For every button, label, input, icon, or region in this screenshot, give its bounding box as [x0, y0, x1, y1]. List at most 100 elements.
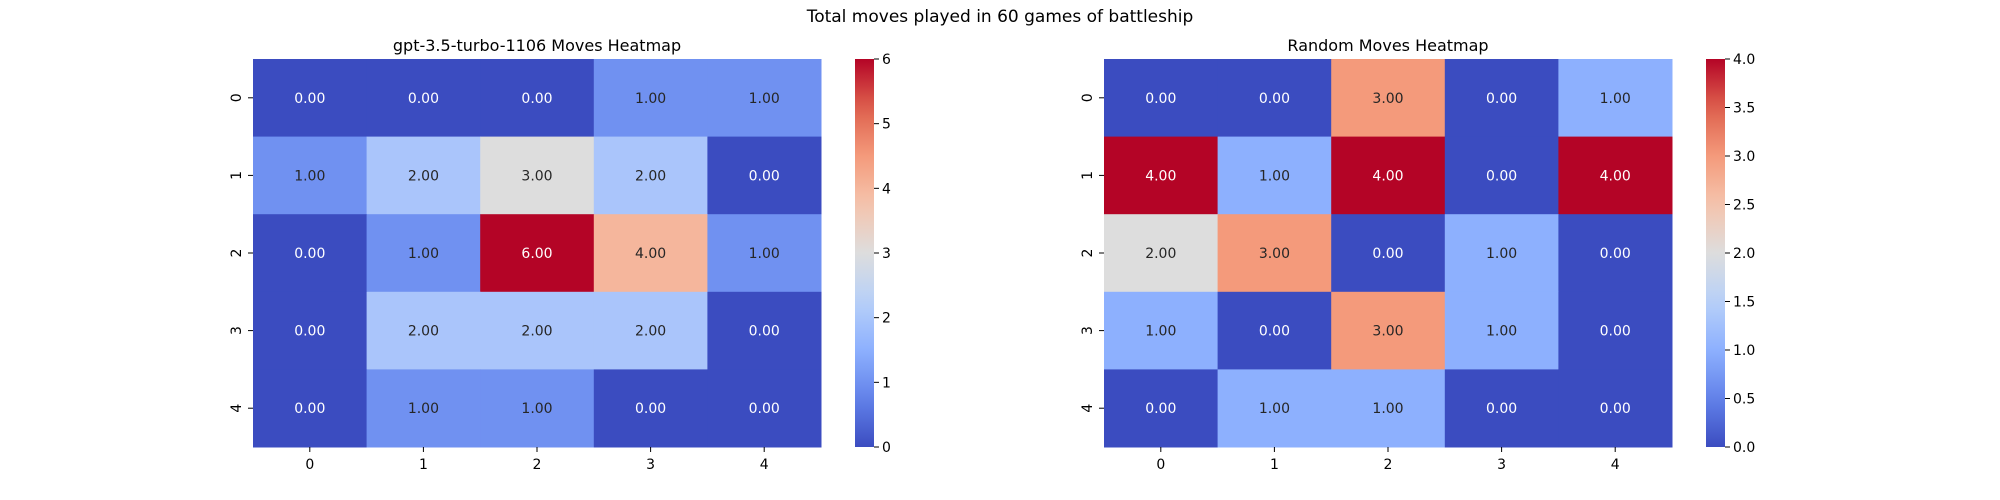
- cell-annotation: 0.00: [294, 324, 325, 340]
- heatmap-cell: [1558, 369, 1673, 448]
- y-tick-label: 4: [229, 404, 245, 413]
- heatmap-cell: [366, 291, 481, 370]
- cell-annotation: 0.00: [1145, 91, 1176, 107]
- heatmap-cell: [1558, 59, 1673, 138]
- colorbar-tick-label: 5: [882, 117, 891, 133]
- heatmap-cell: [1444, 214, 1559, 293]
- heatmap-title: Random Moves Heatmap: [1287, 36, 1488, 55]
- x-tick-label: 0: [1156, 457, 1165, 473]
- cell-annotation: 1.00: [1372, 401, 1403, 417]
- colorbar-tick-label: 4.0: [1733, 52, 1755, 68]
- cell-annotation: 0.00: [1486, 401, 1517, 417]
- x-tick-label: 4: [760, 457, 769, 473]
- cell-annotation: 0.00: [1145, 401, 1176, 417]
- cell-annotation: 0.00: [294, 401, 325, 417]
- colorbar-tick-label: 1: [882, 375, 891, 391]
- cell-annotation: 0.00: [749, 324, 780, 340]
- cell-annotation: 1.00: [1259, 168, 1290, 184]
- cell-annotation: 4.00: [635, 246, 666, 262]
- heatmap-cell: [366, 214, 481, 293]
- cell-annotation: 1.00: [1600, 91, 1631, 107]
- heatmap-cell: [1331, 59, 1446, 138]
- heatmap-cell: [1104, 136, 1219, 215]
- colorbar: [1706, 59, 1725, 447]
- heatmap-cell: [1217, 369, 1332, 448]
- heatmap-cell: [253, 136, 368, 215]
- y-tick-label: 0: [1080, 93, 1096, 102]
- heatmap-cell: [480, 214, 595, 293]
- cell-annotation: 1.00: [408, 246, 439, 262]
- colorbar-tick-label: 3.5: [1733, 101, 1755, 117]
- cell-annotation: 1.00: [635, 91, 666, 107]
- heatmap-cell: [1331, 136, 1446, 215]
- heatmap-cell: [707, 59, 822, 138]
- heatmap-cell: [593, 369, 708, 448]
- heatmap-cell: [707, 136, 822, 215]
- cell-annotation: 2.00: [1145, 246, 1176, 262]
- colorbar-tick-label: 0: [882, 440, 891, 456]
- cell-annotation: 0.00: [1600, 246, 1631, 262]
- heatmap-cell: [1331, 291, 1446, 370]
- x-tick-label: 3: [646, 457, 655, 473]
- y-tick-label: 1: [229, 171, 245, 180]
- cell-annotation: 0.00: [749, 168, 780, 184]
- cell-annotation: 0.00: [1259, 324, 1290, 340]
- heatmap-panel-gpt: gpt-3.5-turbo-1106 Moves Heatmap 0.00 0.00…: [229, 36, 891, 473]
- y-tick-label: 0: [229, 93, 245, 102]
- cell-annotation: 1.00: [1486, 246, 1517, 262]
- colorbar-tick-label: 4: [882, 181, 891, 197]
- x-tick-label: 3: [1497, 457, 1506, 473]
- heatmap-cell: [480, 369, 595, 448]
- colorbar-tick-label: 2.0: [1733, 246, 1755, 262]
- y-tick-label: 3: [229, 326, 245, 335]
- heatmap-cell: [253, 291, 368, 370]
- x-tick-label: 2: [533, 457, 542, 473]
- heatmap-cell: [253, 369, 368, 448]
- x-tick-label: 0: [305, 457, 314, 473]
- heatmap-cell: [1331, 214, 1446, 293]
- cell-annotation: 2.00: [521, 324, 552, 340]
- cell-annotation: 1.00: [1259, 401, 1290, 417]
- x-tick-label: 2: [1384, 457, 1393, 473]
- heatmap-cell: [366, 369, 481, 448]
- heatmap-cell: [1558, 291, 1673, 370]
- cell-annotation: 3.00: [1259, 246, 1290, 262]
- cell-annotation: 0.00: [408, 91, 439, 107]
- cell-annotation: 0.00: [1259, 91, 1290, 107]
- heatmap-cell: [366, 136, 481, 215]
- heatmap-title: gpt-3.5-turbo-1106 Moves Heatmap: [393, 36, 681, 55]
- y-tick-label: 4: [1080, 404, 1096, 413]
- heatmap-cell: [366, 59, 481, 138]
- colorbar-tick-label: 0.5: [1733, 392, 1755, 408]
- y-tick-label: 3: [1080, 326, 1096, 335]
- heatmap-cell: [480, 136, 595, 215]
- heatmap-cell: [253, 214, 368, 293]
- heatmap-cell: [1558, 214, 1673, 293]
- cell-annotation: 6.00: [521, 246, 552, 262]
- colorbar-tick-label: 0.0: [1733, 440, 1755, 456]
- heatmap-cell: [707, 369, 822, 448]
- cell-annotation: 1.00: [1145, 324, 1176, 340]
- heatmap-cell: [1104, 214, 1219, 293]
- heatmap-cell: [1104, 291, 1219, 370]
- colorbar-tick-label: 1.5: [1733, 295, 1755, 311]
- cell-annotation: 2.00: [635, 168, 666, 184]
- heatmap-cell: [593, 291, 708, 370]
- cell-annotation: 3.00: [1372, 91, 1403, 107]
- cell-annotation: 0.00: [1372, 246, 1403, 262]
- cell-annotation: 0.00: [1600, 324, 1631, 340]
- colorbar-tick-label: 3.0: [1733, 149, 1755, 165]
- cell-annotation: 1.00: [1486, 324, 1517, 340]
- cell-annotation: 1.00: [294, 168, 325, 184]
- figure-suptitle: Total moves played in 60 games of battle…: [806, 7, 1194, 27]
- x-tick-label: 4: [1611, 457, 1620, 473]
- cell-annotation: 0.00: [1600, 401, 1631, 417]
- cell-annotation: 1.00: [521, 401, 552, 417]
- heatmap-cell: [1558, 136, 1673, 215]
- y-tick-label: 1: [1080, 171, 1096, 180]
- cell-annotation: 0.00: [521, 91, 552, 107]
- heatmap-cell: [1104, 59, 1219, 138]
- cell-annotation: 1.00: [749, 246, 780, 262]
